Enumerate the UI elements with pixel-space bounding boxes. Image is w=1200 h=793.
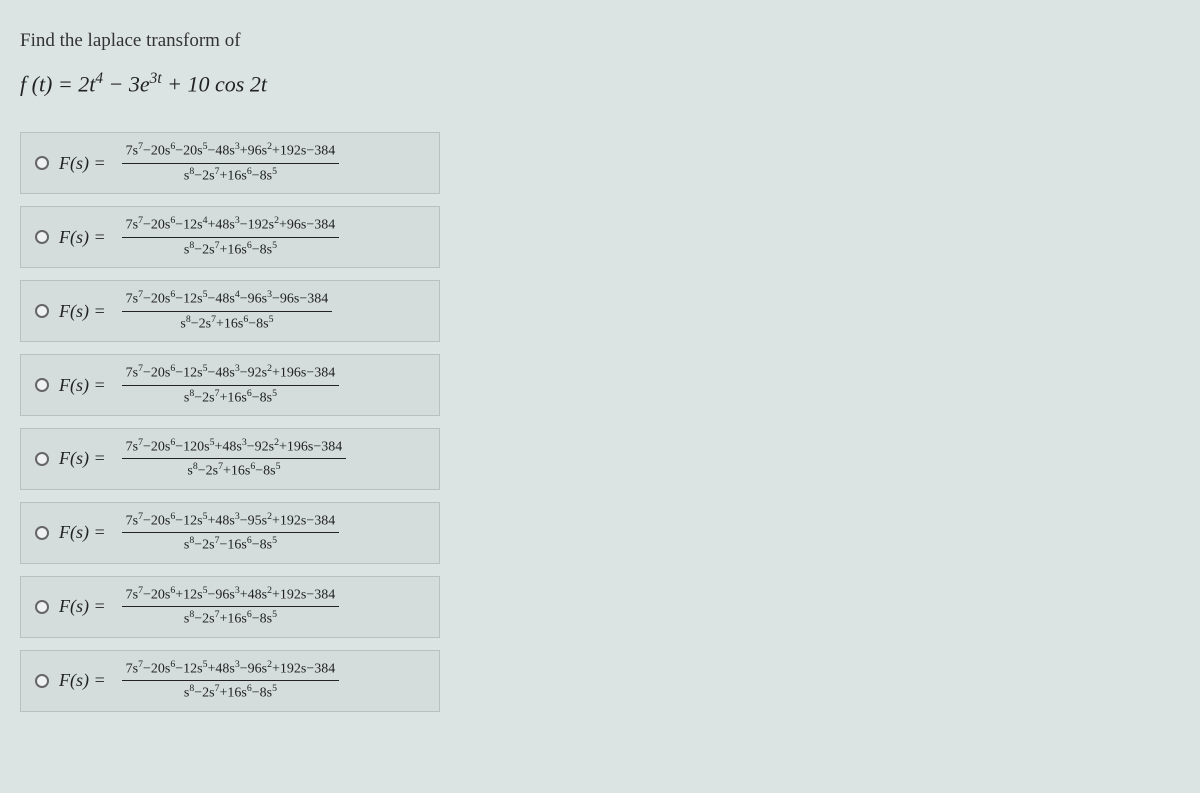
answer-fraction: 7s7−20s6−120s5+48s3−92s2+196s−384s8−2s7+… (122, 437, 347, 481)
answer-option-1[interactable]: F(s) = 7s7−20s6−12s4+48s3−192s2+96s−384s8… (20, 206, 440, 268)
answer-label: F(s) = (59, 448, 106, 469)
answer-option-4[interactable]: F(s) = 7s7−20s6−120s5+48s3−92s2+196s−384s… (20, 428, 440, 490)
question-function: f (t) = 2t4 − 3e3t + 10 cos 2t (20, 70, 1180, 97)
radio-button[interactable] (35, 452, 49, 466)
radio-button[interactable] (35, 600, 49, 614)
radio-button[interactable] (35, 378, 49, 392)
answer-option-6[interactable]: F(s) = 7s7−20s6+12s5−96s3+48s2+192s−384s8… (20, 576, 440, 638)
answer-label: F(s) = (59, 153, 106, 174)
fraction-numerator: 7s7−20s6−120s5+48s3−92s2+196s−384 (122, 437, 347, 459)
radio-button[interactable] (35, 674, 49, 688)
answer-fraction: 7s7−20s6−12s4+48s3−192s2+96s−384s8−2s7+1… (122, 215, 340, 259)
answer-label: F(s) = (59, 301, 106, 322)
answer-fraction: 7s7−20s6+12s5−96s3+48s2+192s−384s8−2s7+1… (122, 585, 340, 629)
fraction-numerator: 7s7−20s6−20s5−48s3+96s2+192s−384 (122, 141, 340, 163)
fraction-denominator: s8−2s7+16s6−8s5 (180, 164, 281, 185)
answer-fraction: 7s7−20s6−12s5+48s3−95s2+192s−384s8−2s7−1… (122, 511, 340, 555)
fraction-denominator: s8−2s7+16s6−8s5 (180, 386, 281, 407)
answer-fraction: 7s7−20s6−12s5+48s3−96s2+192s−384s8−2s7+1… (122, 659, 340, 703)
fraction-denominator: s8−2s7+16s6−8s5 (180, 681, 281, 702)
answer-label: F(s) = (59, 522, 106, 543)
answer-option-2[interactable]: F(s) = 7s7−20s6−12s5−48s4−96s3−96s−384s8−… (20, 280, 440, 342)
answer-label: F(s) = (59, 375, 106, 396)
fraction-numerator: 7s7−20s6−12s5−48s3−92s2+196s−384 (122, 363, 340, 385)
radio-button[interactable] (35, 304, 49, 318)
fraction-denominator: s8−2s7+16s6−8s5 (180, 607, 281, 628)
fraction-denominator: s8−2s7+16s6−8s5 (183, 459, 284, 480)
answer-label: F(s) = (59, 227, 106, 248)
answer-fraction: 7s7−20s6−20s5−48s3+96s2+192s−384s8−2s7+1… (122, 141, 340, 185)
fraction-denominator: s8−2s7+16s6−8s5 (176, 312, 277, 333)
fraction-numerator: 7s7−20s6−12s5+48s3−95s2+192s−384 (122, 511, 340, 533)
answer-label: F(s) = (59, 670, 106, 691)
fraction-numerator: 7s7−20s6−12s5+48s3−96s2+192s−384 (122, 659, 340, 681)
answer-option-7[interactable]: F(s) = 7s7−20s6−12s5+48s3−96s2+192s−384s8… (20, 650, 440, 712)
radio-button[interactable] (35, 526, 49, 540)
answer-label: F(s) = (59, 596, 106, 617)
answer-option-5[interactable]: F(s) = 7s7−20s6−12s5+48s3−95s2+192s−384s8… (20, 502, 440, 564)
fraction-numerator: 7s7−20s6−12s5−48s4−96s3−96s−384 (122, 289, 333, 311)
fraction-denominator: s8−2s7−16s6−8s5 (180, 533, 281, 554)
fraction-numerator: 7s7−20s6−12s4+48s3−192s2+96s−384 (122, 215, 340, 237)
answer-fraction: 7s7−20s6−12s5−48s4−96s3−96s−384s8−2s7+16… (122, 289, 333, 333)
fraction-denominator: s8−2s7+16s6−8s5 (180, 238, 281, 259)
radio-button[interactable] (35, 156, 49, 170)
radio-button[interactable] (35, 230, 49, 244)
question-prompt: Find the laplace transform of (20, 30, 1180, 52)
answer-option-3[interactable]: F(s) = 7s7−20s6−12s5−48s3−92s2+196s−384s8… (20, 354, 440, 416)
options-list: F(s) =7s7−20s6−20s5−48s3+96s2+192s−384s8… (20, 132, 1180, 711)
fraction-numerator: 7s7−20s6+12s5−96s3+48s2+192s−384 (122, 585, 340, 607)
answer-option-0[interactable]: F(s) = 7s7−20s6−20s5−48s3+96s2+192s−384s8… (20, 132, 440, 194)
answer-fraction: 7s7−20s6−12s5−48s3−92s2+196s−384s8−2s7+1… (122, 363, 340, 407)
